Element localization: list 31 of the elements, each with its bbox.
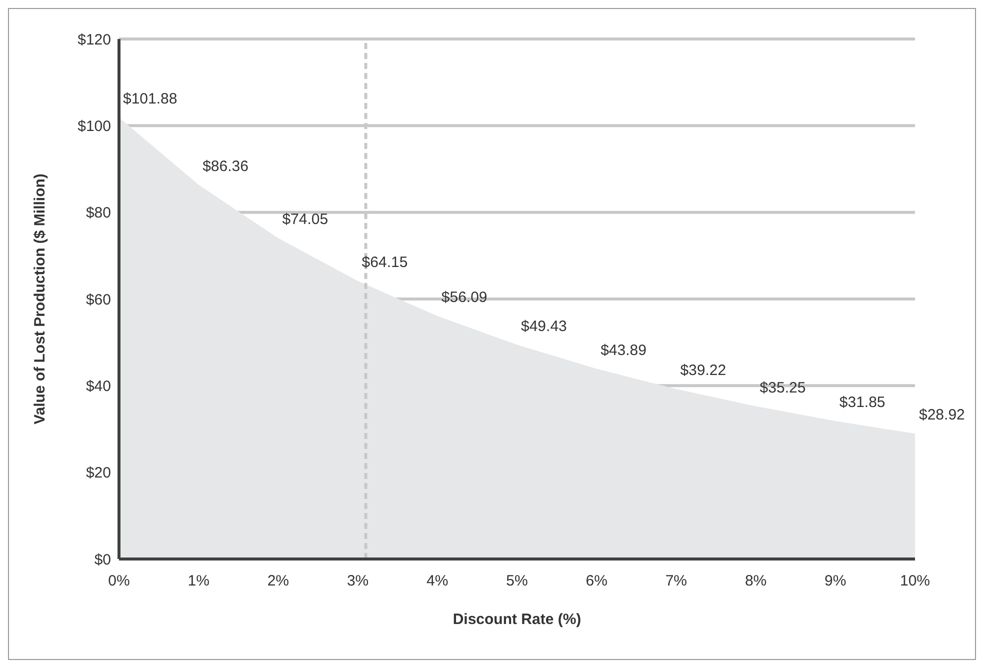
x-axis-title: Discount Rate (%) bbox=[452, 611, 582, 628]
x-tick-label: 0% bbox=[108, 572, 130, 590]
y-axis-title: Value of Lost Production ($ Million) bbox=[31, 174, 48, 424]
data-label: $35.25 bbox=[760, 379, 806, 396]
data-label: $28.92 bbox=[919, 406, 965, 424]
data-label: $43.89 bbox=[600, 342, 646, 359]
x-tick-label: 8% bbox=[744, 572, 767, 590]
y-tick-label: $0 bbox=[94, 551, 111, 568]
data-label: $49.43 bbox=[521, 318, 567, 335]
data-label: $64.15 bbox=[362, 254, 408, 272]
x-tick-label: 7% bbox=[665, 572, 688, 590]
x-tick-label: 10% bbox=[900, 572, 930, 590]
y-tick-label: $80 bbox=[86, 204, 111, 222]
data-label: $86.36 bbox=[202, 158, 248, 175]
data-label: $56.09 bbox=[441, 288, 488, 306]
y-tick-label: $100 bbox=[78, 118, 111, 135]
data-label: $101.88 bbox=[123, 90, 178, 108]
data-label: $31.85 bbox=[839, 394, 886, 411]
x-tick-label: 6% bbox=[586, 572, 608, 590]
data-label: $74.05 bbox=[282, 211, 328, 228]
y-tick-label: $40 bbox=[86, 378, 111, 395]
x-tick-label: 5% bbox=[506, 572, 528, 590]
x-tick-label: 4% bbox=[426, 572, 448, 590]
data-label: $39.22 bbox=[680, 362, 726, 380]
x-tick-label: 1% bbox=[188, 572, 210, 590]
x-tick-label: 3% bbox=[346, 572, 369, 590]
x-tick-label: 2% bbox=[267, 572, 290, 590]
y-tick-label: $60 bbox=[86, 291, 111, 308]
x-tick-label: 9% bbox=[824, 572, 846, 590]
y-tick-label: $20 bbox=[86, 464, 111, 482]
y-tick-label: $120 bbox=[78, 31, 111, 48]
